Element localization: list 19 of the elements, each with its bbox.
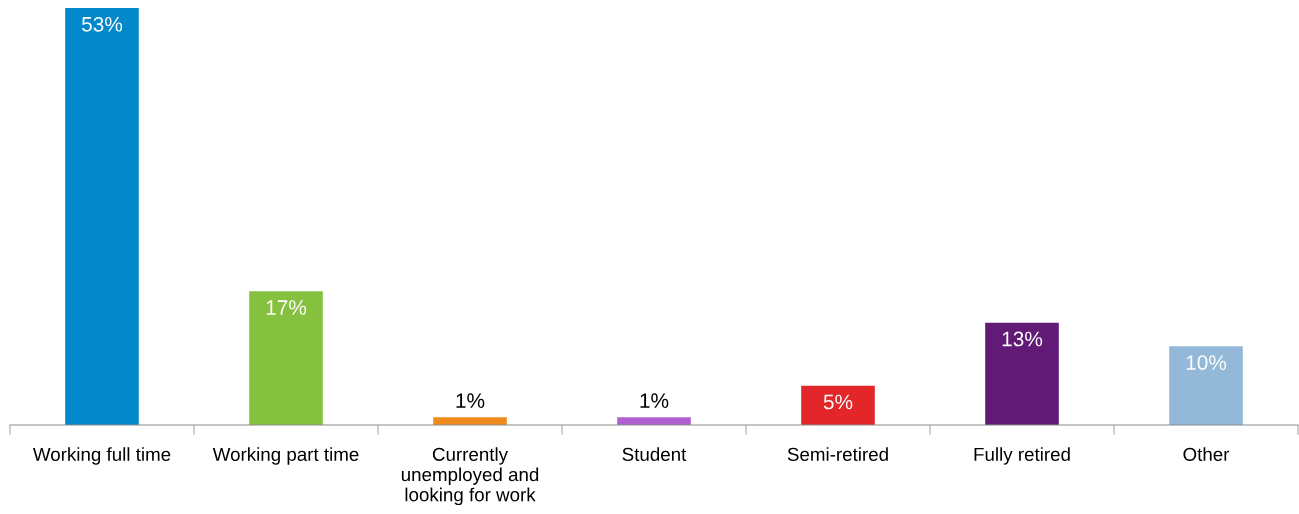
x-tick-label: Working full time (32, 447, 171, 465)
data-label: 53% (81, 16, 123, 32)
x-tick-label: Other (1183, 447, 1230, 461)
bar (1169, 346, 1243, 425)
data-label: 17% (266, 300, 307, 315)
x-tick-label: Working part time (212, 447, 359, 465)
data-label: 1% (640, 393, 669, 408)
x-tick-label: Fully retired (974, 447, 1070, 465)
data-label: 13% (1002, 331, 1043, 347)
x-tick-label: Semi-retired (787, 447, 888, 461)
x-tick-label: Currently unemployed and looking for work (401, 447, 539, 506)
data-label: 10% (1186, 355, 1227, 370)
bar (801, 385, 875, 425)
x-tick-label: Student (622, 447, 687, 461)
bar (65, 8, 139, 425)
data-label: 5% (823, 394, 853, 410)
data-label: 1% (456, 393, 485, 408)
bar (249, 291, 323, 425)
bar (985, 322, 1059, 425)
